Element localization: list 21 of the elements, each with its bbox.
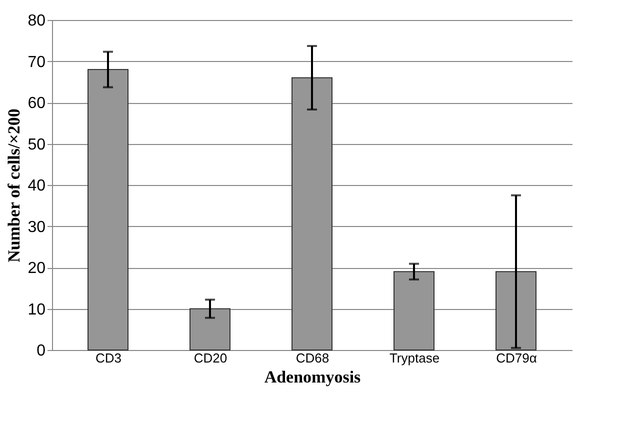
y-tick-label: 30 [28,218,46,236]
bar [190,308,230,350]
y-tick-label: 80 [28,12,46,30]
y-tick-label: 20 [28,260,46,277]
x-tick-label: CD68 [296,350,330,366]
x-tick-label: CD20 [194,350,228,366]
bar [496,271,536,350]
y-tick-label: 60 [28,95,46,112]
x-tick-label: Tryptase [389,350,440,366]
x-tick-label: CD79α [496,350,538,366]
bar [394,271,434,350]
x-axis-title: Adenomyosis [264,368,362,386]
y-axis-title: Number of cells/×200 [4,108,24,262]
y-tick-label: 10 [28,301,46,318]
x-tick-label: CD3 [95,350,122,366]
bar [292,77,332,350]
y-tick-label: 0 [36,342,46,360]
y-tick-label: 50 [28,136,46,154]
bar [88,69,128,350]
y-tick-label: 40 [28,178,46,194]
y-tick-label: 70 [28,54,46,71]
